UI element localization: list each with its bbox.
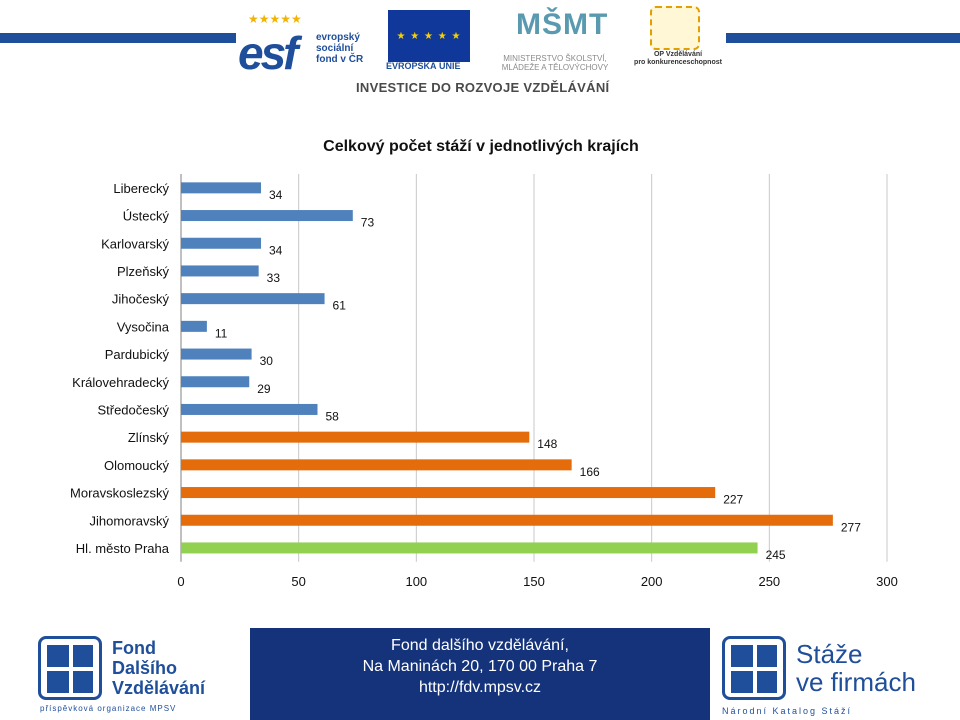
bar <box>181 403 318 415</box>
data-label: 29 <box>257 382 271 396</box>
category-label: Plzeňský <box>117 264 170 279</box>
staze-subtitle: Národní Katalog Stáží <box>722 706 853 716</box>
data-label: 166 <box>580 465 600 479</box>
fdv-word-2: Dalšího <box>112 658 178 678</box>
x-tick-label: 250 <box>758 574 780 589</box>
fdv-logo-icon <box>38 636 102 700</box>
bar <box>181 237 262 249</box>
header-logos: ★★★★★ esf evropský sociální fond v ČR ★ … <box>236 0 726 100</box>
msmt-text-line-1: MINISTERSTVO ŠKOLSTVÍ, <box>503 54 607 63</box>
op-text-line-2: pro konkurenceschopnost <box>634 59 722 66</box>
data-label: 34 <box>269 243 283 257</box>
op-logo-text: OP Vzdělávání pro konkurenceschopnost <box>628 51 728 67</box>
header-stripe-left <box>0 33 236 43</box>
esf-logo-text: evropský sociální fond v ČR <box>316 32 363 65</box>
chart: Celkový počet stáží v jednotlivých krají… <box>0 130 960 600</box>
staze-word-1: Stáže <box>796 639 863 669</box>
x-tick-label: 150 <box>523 574 545 589</box>
op-text-line-1: OP Vzdělávání <box>653 51 703 58</box>
data-label: 61 <box>333 299 347 313</box>
eu-logo-text: EVROPSKÁ UNIE <box>386 61 461 71</box>
bar <box>181 514 833 526</box>
category-label: Středočeský <box>97 402 169 417</box>
eu-flag-icon: ★ ★ ★ ★ ★ <box>388 10 470 62</box>
category-label: Moravskoslezský <box>70 486 169 501</box>
staze-logo-block: Stáže ve firmách Národní Katalog Stáží <box>710 628 960 720</box>
data-label: 73 <box>361 216 375 230</box>
staze-logo-text: Stáže ve firmách <box>796 640 916 696</box>
fdv-word-3: Vzdělávání <box>112 678 206 698</box>
category-label: Zlínský <box>128 430 170 445</box>
category-label: Liberecký <box>113 181 169 196</box>
esf-logo-letters: esf <box>238 27 299 79</box>
data-label: 30 <box>260 354 274 368</box>
staze-logo-icon <box>722 636 786 700</box>
category-label: Hl. město Praha <box>76 541 170 556</box>
category-label: Jihomoravský <box>90 513 170 528</box>
msmt-logo: MŠMT MINISTERSTVO ŠKOLSTVÍ, MLÁDEŽE A TĚ… <box>480 8 620 72</box>
bar <box>181 320 207 332</box>
category-label: Ústecký <box>123 209 170 224</box>
data-label: 11 <box>215 326 228 340</box>
bar <box>181 542 758 554</box>
x-tick-label: 50 <box>291 574 305 589</box>
chart-title: Celkový počet stáží v jednotlivých krají… <box>323 138 639 155</box>
staze-word-2: ve firmách <box>796 667 916 697</box>
data-label: 277 <box>841 520 861 534</box>
msmt-logo-mark: MŠMT <box>516 8 609 41</box>
contact-band: Fond dalšího vzdělávání, Na Maninách 20,… <box>250 628 710 720</box>
fdv-logo-block: Fond Dalšího Vzdělávání příspěvková orga… <box>0 628 250 720</box>
esf-text-line-2: sociální <box>316 43 354 54</box>
data-label: 148 <box>537 437 557 451</box>
fdv-subtitle: příspěvková organizace MPSV <box>40 704 177 713</box>
msmt-logo-text: MINISTERSTVO ŠKOLSTVÍ, MLÁDEŽE A TĚLOVÝC… <box>480 54 630 72</box>
category-label: Královehradecký <box>72 375 169 390</box>
category-label: Karlovarský <box>101 236 169 251</box>
msmt-text-line-2: MLÁDEŽE A TĚLOVÝCHOVY <box>501 63 609 72</box>
bar <box>181 182 262 194</box>
bar <box>181 293 325 305</box>
data-label: 34 <box>269 188 283 202</box>
esf-text-line-1: evropský <box>316 32 360 43</box>
data-label: 33 <box>267 271 281 285</box>
data-label: 245 <box>766 548 786 562</box>
bar <box>181 348 252 360</box>
category-label: Vysočina <box>117 319 170 334</box>
bar <box>181 210 353 222</box>
x-tick-label: 0 <box>177 574 184 589</box>
x-tick-label: 300 <box>876 574 898 589</box>
category-label: Jihočeský <box>112 292 170 307</box>
esf-logo: ★★★★★ esf evropský sociální fond v ČR <box>236 10 381 79</box>
x-tick-label: 200 <box>641 574 663 589</box>
contact-line-1: Fond dalšího vzdělávání, <box>391 637 569 654</box>
bar <box>181 376 250 388</box>
data-label: 58 <box>325 409 339 423</box>
op-logo-icon <box>650 6 700 50</box>
header-stripe-right <box>726 33 960 43</box>
esf-text-line-3: fond v ČR <box>316 54 364 65</box>
bar <box>181 459 572 471</box>
x-tick-label: 100 <box>405 574 427 589</box>
data-label: 227 <box>723 493 743 507</box>
fdv-logo-text: Fond Dalšího Vzdělávání <box>112 638 205 698</box>
op-logo: OP Vzdělávání pro konkurenceschopnost <box>628 6 724 72</box>
bar <box>181 265 259 277</box>
eu-stars-icon: ★ ★ ★ ★ ★ <box>396 30 462 42</box>
bar-chart-svg: 0 50 100 150 200 250 300 Liberecký 34 Ústecký 73 Ka… <box>70 174 898 589</box>
bar <box>181 431 530 443</box>
contact-link[interactable]: http://fdv.mpsv.cz <box>418 679 542 696</box>
investice-tagline: INVESTICE DO ROZVOJE VZDĚLÁVÁNÍ <box>356 80 610 95</box>
fdv-word-1: Fond <box>112 638 156 658</box>
contact-line-2: Na Maninách 20, 170 00 Praha 7 <box>362 658 598 675</box>
esf-stars-icon: ★★★★★ <box>248 12 302 26</box>
bar <box>181 487 716 499</box>
category-label: Pardubický <box>105 347 170 362</box>
category-label: Olomoucký <box>104 458 170 473</box>
